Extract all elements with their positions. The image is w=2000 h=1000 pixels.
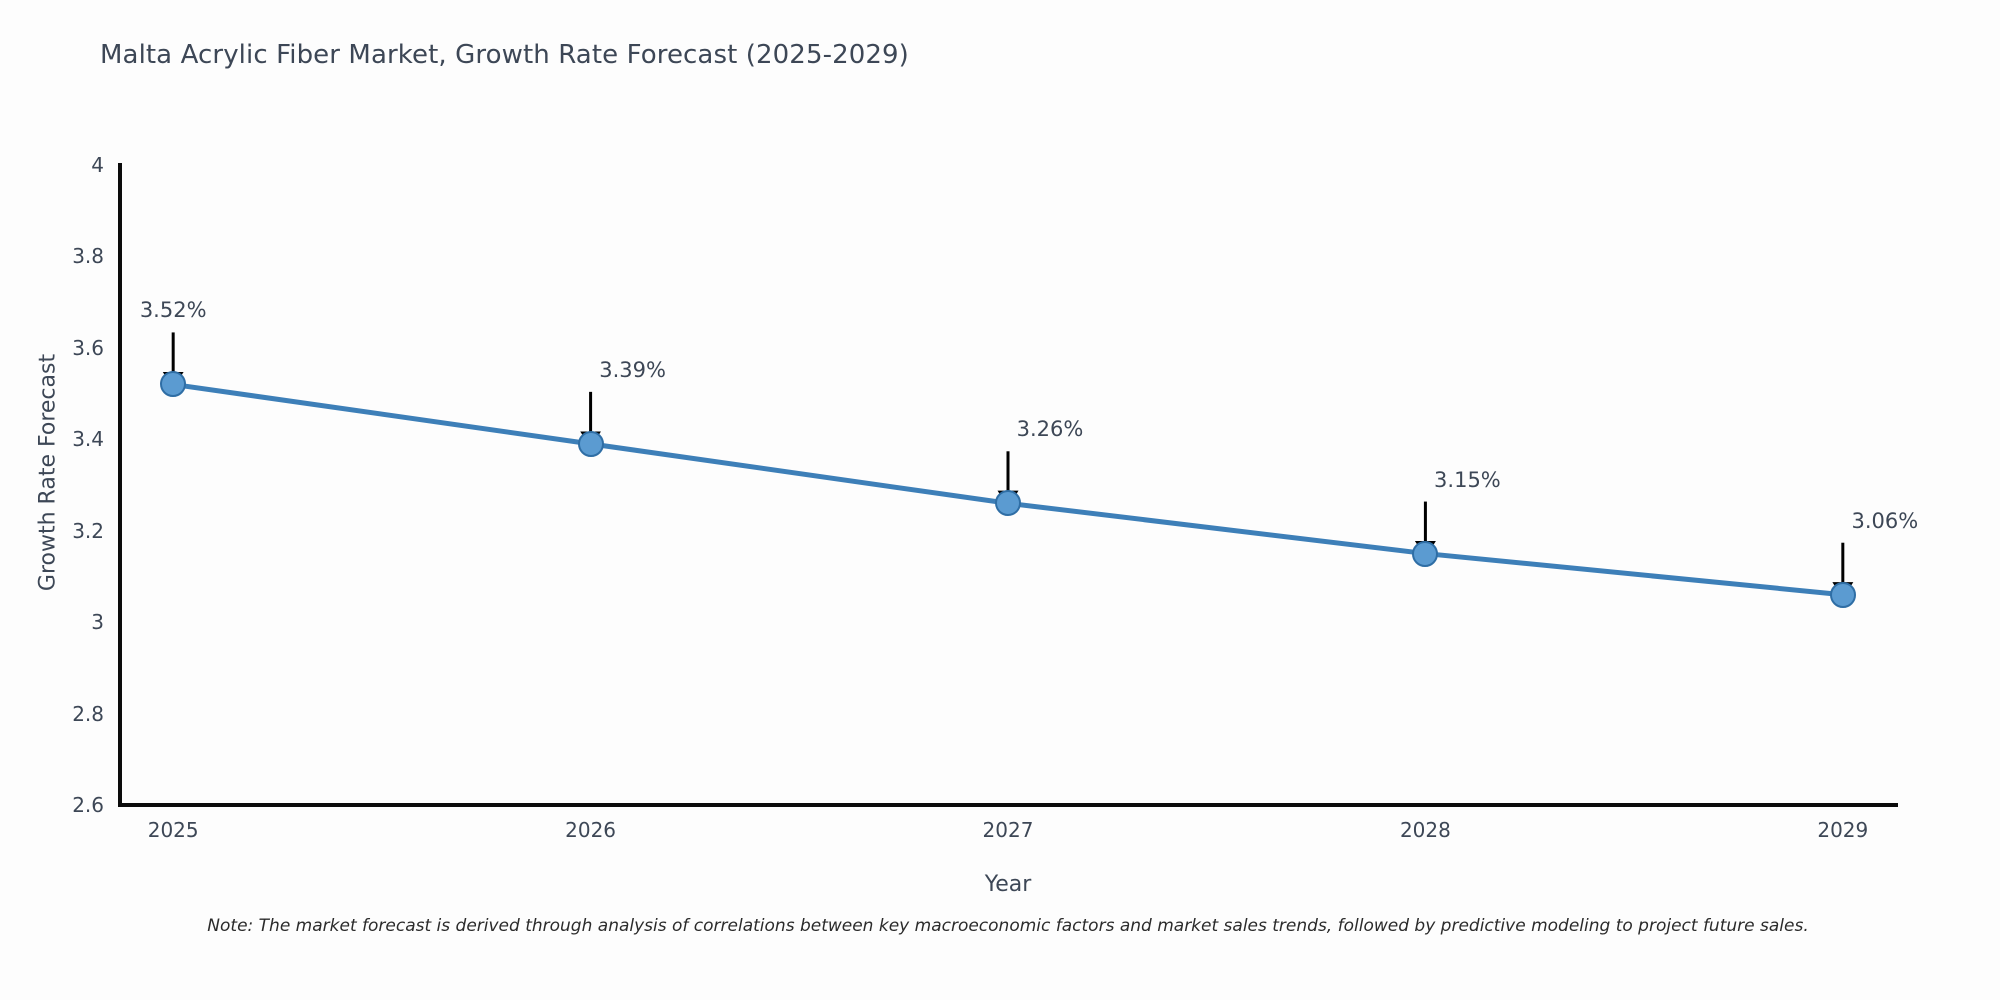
data-point-marker[interactable] [160, 371, 187, 398]
y-axis-spine [118, 163, 122, 807]
data-point-label: 3.15% [1434, 467, 1501, 492]
data-point-marker[interactable] [577, 430, 604, 457]
y-axis-tick-label: 3.4 [72, 427, 104, 452]
x-axis-tick-label: 2027 [982, 818, 1034, 842]
y-axis-tick-label: 4 [91, 153, 104, 177]
x-axis-spine [118, 803, 1898, 807]
chart-title: Malta Acrylic Fiber Market, Growth Rate … [100, 40, 909, 70]
chart-footnote: Note: The market forecast is derived thr… [207, 916, 1809, 936]
x-axis-tick-label: 2025 [147, 818, 199, 842]
data-point-label: 3.39% [599, 357, 666, 382]
x-axis-tick-label: 2028 [1399, 818, 1451, 842]
data-point-marker[interactable] [1412, 540, 1439, 567]
data-point-marker[interactable] [1829, 581, 1856, 608]
data-point-label: 3.52% [139, 298, 207, 323]
x-axis-tick-label: 2026 [565, 818, 617, 842]
y-axis-tick-label: 3.8 [72, 244, 104, 269]
data-point-label: 3.26% [1016, 417, 1084, 442]
data-point-label: 3.06% [1851, 508, 1919, 533]
y-axis-tick-label: 2.6 [72, 793, 104, 817]
y-axis-title: Growth Rate Forecast [35, 353, 61, 592]
y-axis-tick-label: 3.6 [72, 335, 104, 360]
y-axis-tick-label: 2.8 [72, 701, 104, 726]
data-point-marker[interactable] [995, 490, 1021, 517]
x-axis-tick-label: 2029 [1817, 818, 1869, 842]
y-axis-tick-label: 3.2 [72, 518, 104, 543]
y-axis-tick-labels: 4 3.8 3.6 3.4 3.2 3 2.8 2.6 [0, 0, 104, 1000]
y-axis-tick-label: 3 [91, 610, 104, 635]
x-axis-title: Year [984, 872, 1032, 897]
